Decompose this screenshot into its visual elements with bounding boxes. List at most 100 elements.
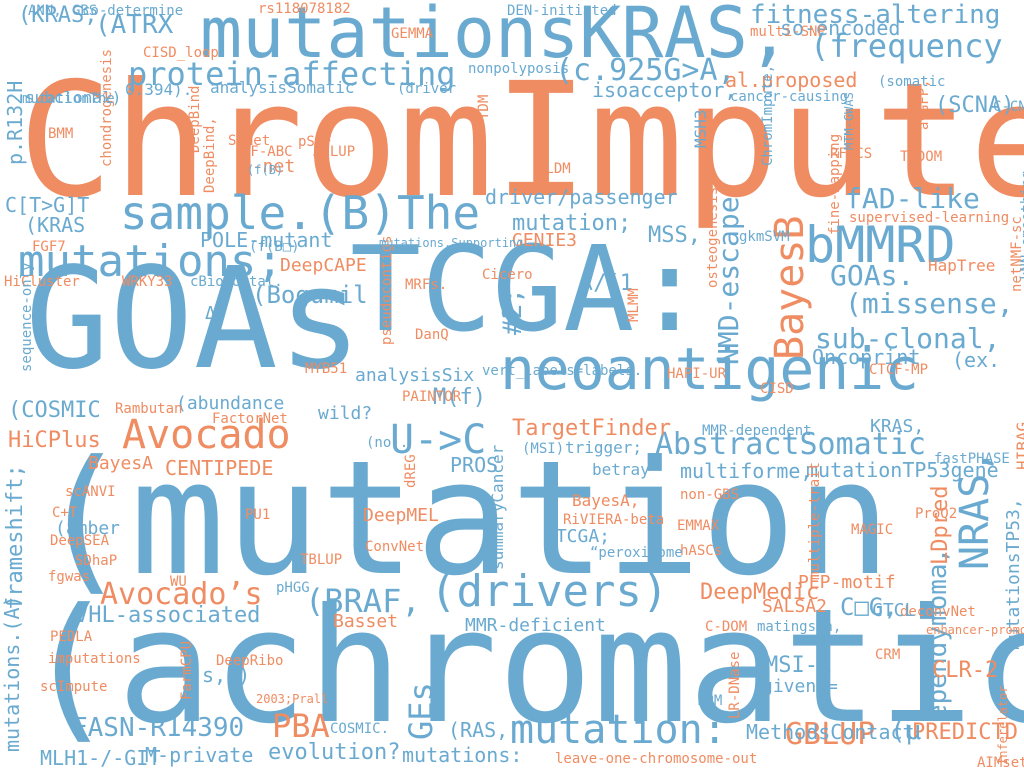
word-msi: (MSI): [522, 441, 565, 457]
word-subclonal: subclonal): [25, 88, 122, 107]
word-ctcf-mp: CTCF-MP: [869, 362, 929, 378]
word-hibag: HIBAG: [1013, 421, 1024, 470]
word-evolution: evolution?: [268, 740, 401, 765]
word-pshf: pSHF: [298, 134, 332, 150]
word-mss: MSS,: [648, 223, 701, 248]
word-bmmrd: bMMRD: [805, 216, 956, 274]
word-mldm: mLDM: [537, 161, 571, 177]
word-multiple-trait: multiple-trait: [807, 461, 823, 580]
word-bayesa: BayesA: [88, 453, 154, 474]
word-sub-clonal: sub-clonal,: [815, 322, 1001, 355]
word-mutations: mutations;: [18, 236, 283, 287]
word-deconvnet: deconvNet: [900, 604, 976, 620]
word-emmax: EMMAX: [677, 518, 720, 534]
word-somatic: (somatic: [878, 74, 946, 90]
word-betray: betray: [592, 460, 650, 479]
word-summarycancer: summaryCancer: [488, 444, 507, 570]
word-c-dom: C-DOM: [705, 619, 748, 635]
word-mutation: mutation;: [512, 211, 632, 236]
word-methodscontact: MethodsContact: [746, 720, 915, 744]
word-clr-2: CLR-2: [932, 658, 999, 683]
word-scanvi: scANVI: [65, 484, 116, 500]
word-enhancer-promoter: enhancer-promoter: [926, 623, 1024, 637]
word-den-initiated: DEN-initiated: [507, 3, 617, 19]
word-mutations-supporting: mutations.Supporting: [379, 236, 524, 250]
word-pros: PROS: [450, 453, 499, 477]
word-cancer-causing: cancer-causing: [730, 89, 849, 105]
word-hicluster: HiCluster: [4, 274, 80, 290]
word-analysissix: analysisSix: [355, 365, 475, 386]
word-sdhap: SDhaP: [75, 553, 118, 569]
word-m-f: M(f): [433, 385, 486, 410]
word-mutationskras: mutationsKRAS,: [200, 0, 791, 74]
word-0-394: 0.394).: [125, 80, 193, 99]
word-mutationthe: mutationThe: [22, 91, 115, 107]
word-no: (no).: [366, 435, 409, 451]
word-cbioportal: cBioportal.: [190, 274, 283, 290]
word-tcga: (TCGA;: [545, 526, 611, 547]
word-ann: ANN,: [28, 3, 62, 19]
word-rf-abc: RF-ABC: [242, 144, 293, 160]
word-myb51: MYB51: [305, 361, 348, 377]
word-cisd-loop: CISD_loop: [143, 45, 219, 61]
word-c-cnn: C-CNN: [993, 99, 1024, 115]
word-msh3: MSH3: [691, 109, 710, 148]
word-mutations: mutations:: [402, 743, 523, 767]
word-targetfinder: TargetFinder: [512, 416, 671, 441]
word-fad-like: fAD-like: [845, 182, 980, 215]
word-supervised-learning: supervised-learning: [849, 210, 1010, 226]
word-y: Δy: [205, 303, 227, 324]
word-givenx: givenx=: [762, 676, 838, 697]
word-leave-one-chromosome-out: leave-one-chromosome-out: [555, 751, 758, 767]
word-osteogenesis: osteogenesis,: [705, 178, 721, 288]
word-mutations-a: mutations.(A): [0, 595, 24, 752]
word-goas: GOAs: [25, 238, 363, 401]
word-c-t: C+T: [52, 505, 78, 521]
word-deepribo: DeepRibo: [216, 653, 284, 669]
word-non-gbs: non-GBS: [680, 487, 740, 503]
word-cosmic: (COSMIC: [8, 398, 101, 423]
word-hascs: hASCs: [680, 543, 723, 559]
word-lr-dnase: LR-DNase: [727, 651, 743, 719]
word-symbol: (μ: [890, 716, 922, 746]
word-scimpute: scImpute: [40, 679, 108, 695]
word-inferelator: Inferelator: [996, 685, 1010, 765]
word-mlmm: MLMM: [626, 288, 642, 322]
word-ctcl: CTCL: [872, 600, 916, 621]
word-ldpred: LDpred: [928, 485, 953, 565]
word-mrfs: MRFs.: [405, 277, 448, 293]
word-s-r: (s,r): [190, 663, 251, 687]
word-sequence-only: sequence-only: [19, 262, 35, 372]
word-driver: (driver: [397, 81, 457, 97]
word-pep-motif: PEP-motif: [798, 572, 896, 593]
word-imputations: imputations: [48, 651, 141, 667]
word-achromatic: (achromatic: [22, 575, 1024, 759]
word-tblup: TBLUP: [300, 552, 343, 568]
word-haptree: HapTree: [928, 256, 996, 275]
word-nonpolyposis: nonpolyposis: [468, 61, 570, 77]
word-u-c: U->C: [390, 417, 487, 463]
word-bayesa: BayesA,: [572, 491, 640, 510]
word-hapi-ur: HAPI-UR: [667, 366, 727, 382]
word-proq2: ProQ2: [915, 506, 958, 522]
word-basset: Basset: [333, 611, 399, 632]
word-gblup: GBLUP: [785, 717, 876, 752]
word-mtm-gwas: MTM-GWAS: [842, 92, 856, 150]
word-u-net: U-net: [241, 156, 296, 177]
word-driver-passenger: driver/passenger: [485, 185, 678, 209]
word-neoantigenic: neoantigenic: [500, 335, 920, 403]
word-crm: CRM: [875, 647, 901, 663]
word-drivers: (drivers): [430, 566, 669, 617]
word-sample-b-the: sample.(B)The: [120, 186, 481, 240]
word-ablup: ABLUP: [313, 144, 356, 160]
word-bmm: BMM: [48, 126, 74, 142]
word-peroxisome: “peroxisome: [590, 545, 683, 561]
word-co-determine: co-determine: [82, 3, 184, 19]
word-multi-snp: multi-SNP: [750, 24, 826, 40]
word-pseudocontigs: pseudocontigs: [379, 235, 395, 345]
word-hicplus: HiCPlus: [8, 428, 101, 453]
word-fine-mapping: fine-mapping: [827, 133, 843, 235]
word-frequency: (frequency: [810, 27, 1003, 65]
word-magic: MAGIC: [851, 522, 894, 538]
word-salsa2: SALSA2: [762, 596, 828, 617]
